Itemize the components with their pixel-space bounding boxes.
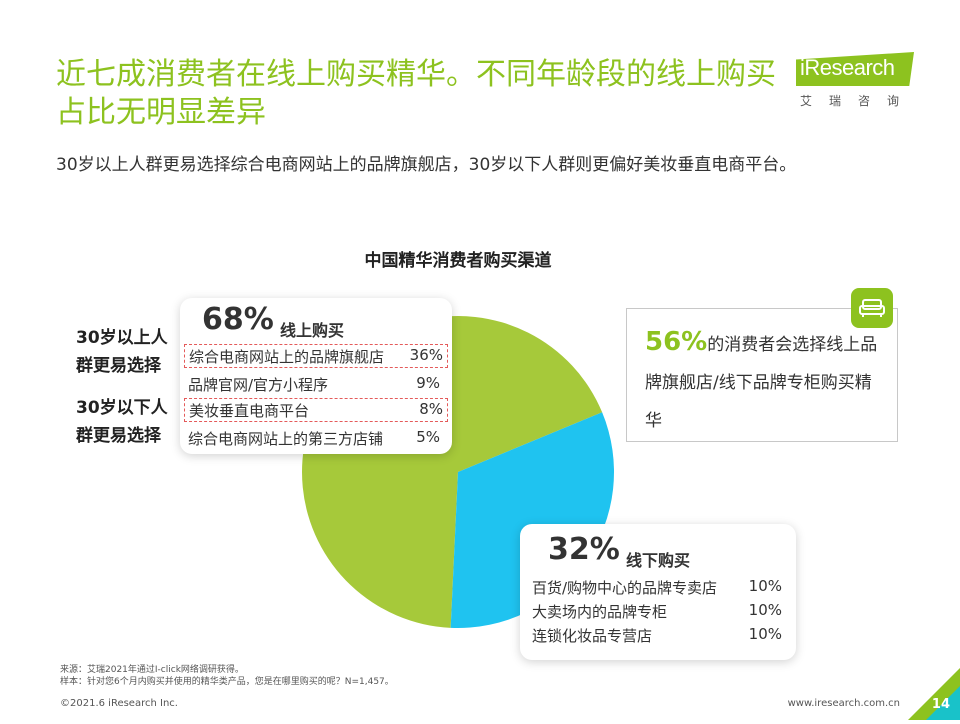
page-subtitle: 30岁以上人群更易选择综合电商网站上的品牌旗舰店，30岁以下人群则更偏好美妆垂直… — [56, 155, 797, 175]
row-label: 百货/购物中心的品牌专卖店 — [532, 579, 718, 597]
side-label-over30: 30岁以上人群更易选择 — [76, 328, 168, 376]
offline-row-1: 大卖场内的品牌专柜 10% — [532, 600, 782, 622]
offline-percent: 32% — [548, 532, 620, 567]
row-value: 10% — [748, 601, 782, 619]
callout-highlight: 56% — [645, 327, 708, 357]
online-breakdown-card: 68% 线上购买 综合电商网站上的品牌旗舰店 36% 品牌官网/官方小程序 9%… — [180, 298, 452, 454]
corner-decoration: 14 — [908, 668, 960, 720]
side-label-under30: 30岁以下人群更易选择 — [76, 398, 168, 446]
row-label: 美妆垂直电商平台 — [189, 402, 310, 420]
row-label: 综合电商网站上的第三方店铺 — [188, 430, 384, 448]
callout-text: 56%的消费者会选择线上品牌旗舰店/线下品牌专柜购买精华 — [645, 323, 885, 440]
callout-body: 的消费者会选择线上品牌旗舰店/线下品牌专柜购买精华 — [645, 335, 878, 431]
row-label: 品牌官网/官方小程序 — [188, 376, 329, 394]
online-row-1: 品牌官网/官方小程序 9% — [188, 373, 440, 395]
online-row-0: 综合电商网站上的品牌旗舰店 36% — [184, 344, 448, 368]
offline-row-0: 百货/购物中心的品牌专卖店 10% — [532, 576, 782, 598]
logo-text: iResearch — [800, 55, 895, 80]
row-label: 连锁化妆品专营店 — [532, 627, 653, 645]
row-value: 8% — [419, 400, 443, 418]
chart-title: 中国精华消费者购买渠道 — [364, 251, 552, 271]
online-label: 线上购买 — [280, 321, 345, 340]
iresearch-logo: iResearch 艾瑞咨询 — [792, 52, 922, 108]
offline-breakdown-card: 32% 线下购买 百货/购物中心的品牌专卖店 10% 大卖场内的品牌专柜 10%… — [520, 524, 796, 660]
row-value: 10% — [748, 625, 782, 643]
copyright: ©2021.6 iResearch Inc. — [60, 698, 178, 709]
row-label: 综合电商网站上的品牌旗舰店 — [189, 348, 385, 366]
page-title: 近七成消费者在线上购买精华。不同年龄段的线上购买占比无明显差异 — [56, 57, 776, 130]
online-percent: 68% — [202, 302, 274, 337]
offline-label: 线下购买 — [626, 551, 691, 570]
row-value: 36% — [409, 346, 443, 364]
row-value: 5% — [416, 428, 440, 446]
page-number: 14 — [931, 697, 950, 712]
insight-callout: 56%的消费者会选择线上品牌旗舰店/线下品牌专柜购买精华 — [626, 308, 898, 442]
online-row-2: 美妆垂直电商平台 8% — [184, 398, 448, 422]
source-note: 来源：艾瑞2021年通过I-click网络调研获得。 — [60, 665, 244, 675]
logo-subtext: 艾瑞咨询 — [800, 94, 917, 108]
footer-notes: 来源：艾瑞2021年通过I-click网络调研获得。 样本：针对您6个月内购买并… — [60, 664, 394, 688]
row-value: 9% — [416, 374, 440, 392]
sofa-icon — [851, 288, 893, 328]
sample-note: 样本：针对您6个月内购买并使用的精华类产品，您是在哪里购买的呢？N=1,457。 — [60, 677, 394, 687]
row-label: 大卖场内的品牌专柜 — [532, 603, 668, 621]
online-row-3: 综合电商网站上的第三方店铺 5% — [188, 427, 440, 449]
offline-row-2: 连锁化妆品专营店 10% — [532, 624, 782, 646]
website-link[interactable]: www.iresearch.com.cn — [787, 698, 900, 709]
row-value: 10% — [748, 577, 782, 595]
